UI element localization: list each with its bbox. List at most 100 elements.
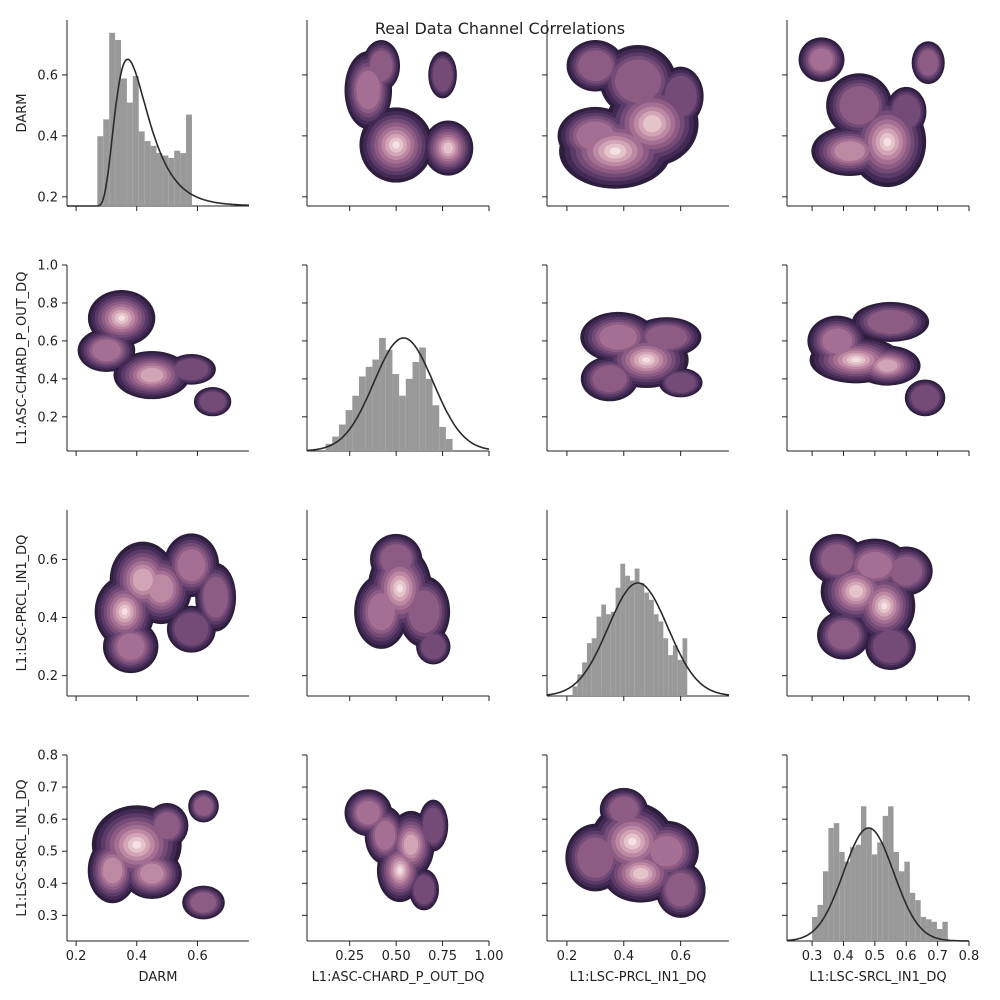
panel-darm-vs-l1-asc-chard-p-out-dq <box>302 20 490 211</box>
histogram-bar <box>582 662 587 696</box>
x-tick-label: 0.6 <box>670 949 691 964</box>
histogram-bar <box>629 580 635 696</box>
kde-contour <box>367 593 395 631</box>
histogram-bar <box>677 659 683 696</box>
kde-contour <box>881 602 888 610</box>
kde-contour <box>374 820 396 850</box>
y-tick-label: 0.4 <box>37 129 58 144</box>
panel-l1-lsc-prcl-in1-dq-vs-darm: 0.2 0.4 0.6 L1:LSC-PRCL_IN1_DQ <box>15 510 249 701</box>
y-axis-label: L1:LSC-SRCL_IN1_DQ <box>15 779 30 916</box>
kde-contour <box>839 86 880 125</box>
kde-density <box>580 311 703 402</box>
histogram-bar <box>850 847 856 941</box>
histogram-bar <box>871 854 878 941</box>
x-tick-label: 0.8 <box>959 949 980 964</box>
x-tick-label: 0.50 <box>382 949 411 964</box>
y-axis-label: DARM <box>15 94 30 133</box>
kde-contour <box>199 391 226 412</box>
histogram-bar <box>663 638 669 696</box>
histogram-bar <box>577 674 583 696</box>
histogram-bar <box>860 806 867 941</box>
y-tick-label: 0.8 <box>37 749 58 764</box>
histogram-bar <box>586 643 592 696</box>
x-axis-label: L1:ASC-CHARD_P_OUT_DQ <box>312 970 485 985</box>
histogram-bar <box>644 592 650 696</box>
y-axis-label: L1:LSC-PRCL_IN1_DQ <box>15 535 30 672</box>
histogram-bar <box>109 32 116 206</box>
fit-curve <box>546 582 730 696</box>
histogram-bar <box>325 443 333 451</box>
histogram-bar <box>572 686 578 696</box>
panel-l1-lsc-srcl-in1-dq-vs-l1-lsc-prcl-in1-dq: 0.2 0.4 0.6 L1:LSC-PRCL_IN1_DQ <box>542 754 729 985</box>
histogram-bar <box>653 614 659 696</box>
y-tick-label: 0.8 <box>37 296 58 311</box>
y-axis-label: L1:ASC-CHARD_P_OUT_DQ <box>15 272 30 445</box>
histogram-bar <box>839 851 845 941</box>
x-tick-label: 0.4 <box>126 949 147 964</box>
histogram-bar <box>615 587 621 696</box>
histogram-bar <box>833 823 840 941</box>
kde-contour <box>642 357 651 363</box>
kde-contour <box>872 630 909 664</box>
histogram-bar <box>866 827 872 941</box>
kde-contour <box>370 50 393 82</box>
x-tick-label: 0.25 <box>335 949 364 964</box>
panel-l1-asc-chard-p-out-dq-vs-l1-asc-chard-p-out-dq <box>302 264 490 456</box>
kde-contour <box>403 834 419 855</box>
histogram-bar <box>591 638 597 696</box>
histogram-bar <box>432 405 440 451</box>
panel-l1-lsc-prcl-in1-dq-vs-l1-lsc-prcl-in1-dq <box>542 510 730 701</box>
histogram-bar <box>926 919 932 941</box>
kde-density <box>344 40 474 183</box>
histogram-bar <box>359 376 366 451</box>
kde-contour <box>140 367 164 383</box>
kde-contour <box>190 892 217 913</box>
x-tick-label: 0.3 <box>802 949 823 964</box>
kde-density <box>557 40 704 189</box>
kde-contour <box>443 142 454 154</box>
kde-contour <box>118 315 125 321</box>
kde-contour <box>194 796 213 817</box>
histogram-bar <box>620 563 626 696</box>
histogram-bar <box>893 851 899 941</box>
histogram-bar <box>186 114 192 206</box>
histogram-bar <box>365 366 373 451</box>
histogram-bar <box>888 806 894 941</box>
kde-contour <box>380 544 412 575</box>
kde-density <box>94 533 237 674</box>
histogram-bar <box>180 153 187 206</box>
panels: 0.2 0.4 0.6 DARM 0.2 0.4 0.6 0.8 1.0 L1:ASC-CHARD… <box>15 20 979 985</box>
chart-title: Real Data Channel Correlations <box>375 19 625 38</box>
histogram-bar <box>399 395 406 451</box>
kde-contour <box>918 49 939 76</box>
histogram-bar <box>419 347 426 451</box>
y-tick-label: 0.3 <box>37 909 58 924</box>
y-tick-label: 0.2 <box>37 410 58 425</box>
y-tick-label: 1.0 <box>37 259 58 274</box>
histogram-bar <box>882 815 889 941</box>
kde-contour <box>408 590 440 634</box>
x-tick-label: 0.4 <box>613 949 634 964</box>
kde-contour <box>883 137 892 147</box>
kde-contour <box>822 328 853 354</box>
kde-contour <box>877 359 898 372</box>
kde-contour <box>848 584 864 598</box>
kde-contour <box>609 796 639 823</box>
panel-l1-lsc-srcl-in1-dq-vs-l1-lsc-srcl-in1-dq: 0.3 0.4 0.5 0.6 0.7 0.8 L1:LSC-SRCL_IN1_DQ <box>782 754 980 985</box>
histogram-bar <box>920 916 927 941</box>
y-tick-label: 0.6 <box>37 334 58 349</box>
histogram-bar <box>97 136 104 206</box>
histogram-bar <box>596 616 602 696</box>
histogram-bar <box>103 119 110 206</box>
kde-contour <box>851 357 861 363</box>
x-tick-label: 0.75 <box>428 949 457 964</box>
histogram-bar <box>425 378 433 451</box>
x-axis-label: DARM <box>139 970 178 985</box>
kde-contour <box>392 141 400 149</box>
histogram-bar <box>672 645 678 696</box>
kde-contour <box>910 384 940 411</box>
kde-contour <box>396 584 404 593</box>
panel-l1-lsc-prcl-in1-dq-vs-l1-lsc-srcl-in1-dq <box>782 510 970 701</box>
fit-curve <box>67 58 250 207</box>
